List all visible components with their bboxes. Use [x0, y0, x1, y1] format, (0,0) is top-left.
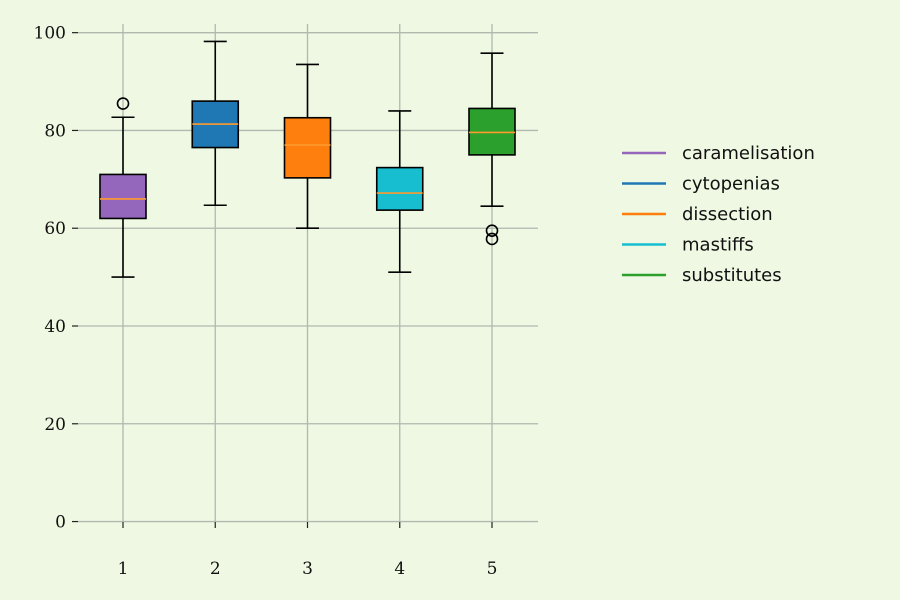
y-tick-label: 100: [34, 24, 66, 44]
y-tick-label: 80: [44, 121, 66, 141]
iqr-box: [375, 166, 424, 211]
iqr-box: [283, 116, 332, 179]
x-tick-label: 2: [210, 559, 221, 579]
legend-entry: caramelisation: [622, 143, 815, 164]
outlier-point: [116, 97, 130, 110]
legend-label: mastiffs: [682, 235, 754, 256]
iqr-box: [99, 173, 147, 220]
box-cytopenias: [191, 40, 240, 207]
legend-entry: dissection: [622, 204, 773, 225]
y-tick-label: 60: [44, 219, 66, 239]
x-tick-label: 5: [487, 559, 498, 579]
boxes: [99, 40, 516, 278]
box-mastiffs: [375, 110, 424, 274]
y-tick-label: 20: [44, 415, 66, 435]
legend-entry: mastiffs: [622, 235, 754, 256]
legend-entry: cytopenias: [622, 174, 780, 195]
legend-entry: substitutes: [622, 265, 782, 286]
box-dissection: [283, 63, 332, 230]
legend-label: caramelisation: [682, 143, 815, 164]
x-tick-label: 4: [394, 559, 405, 579]
box-substitutes: [468, 52, 516, 246]
legend-label: cytopenias: [682, 174, 780, 195]
y-tick-label: 40: [44, 317, 66, 337]
outlier-point: [485, 232, 499, 246]
y-tick-label: 0: [55, 513, 66, 533]
box-caramelisation: [99, 97, 147, 278]
outlier-point: [485, 224, 499, 237]
legend-label: substitutes: [682, 265, 782, 286]
x-tick-label: 3: [302, 559, 313, 579]
axes: 0 20 40 60 80 100 1 2 3 4 5: [34, 24, 498, 579]
legend-label: dissection: [682, 204, 773, 225]
x-tick-label: 1: [118, 559, 129, 579]
legend: caramelisation cytopenias dissection mastif…: [622, 143, 815, 286]
